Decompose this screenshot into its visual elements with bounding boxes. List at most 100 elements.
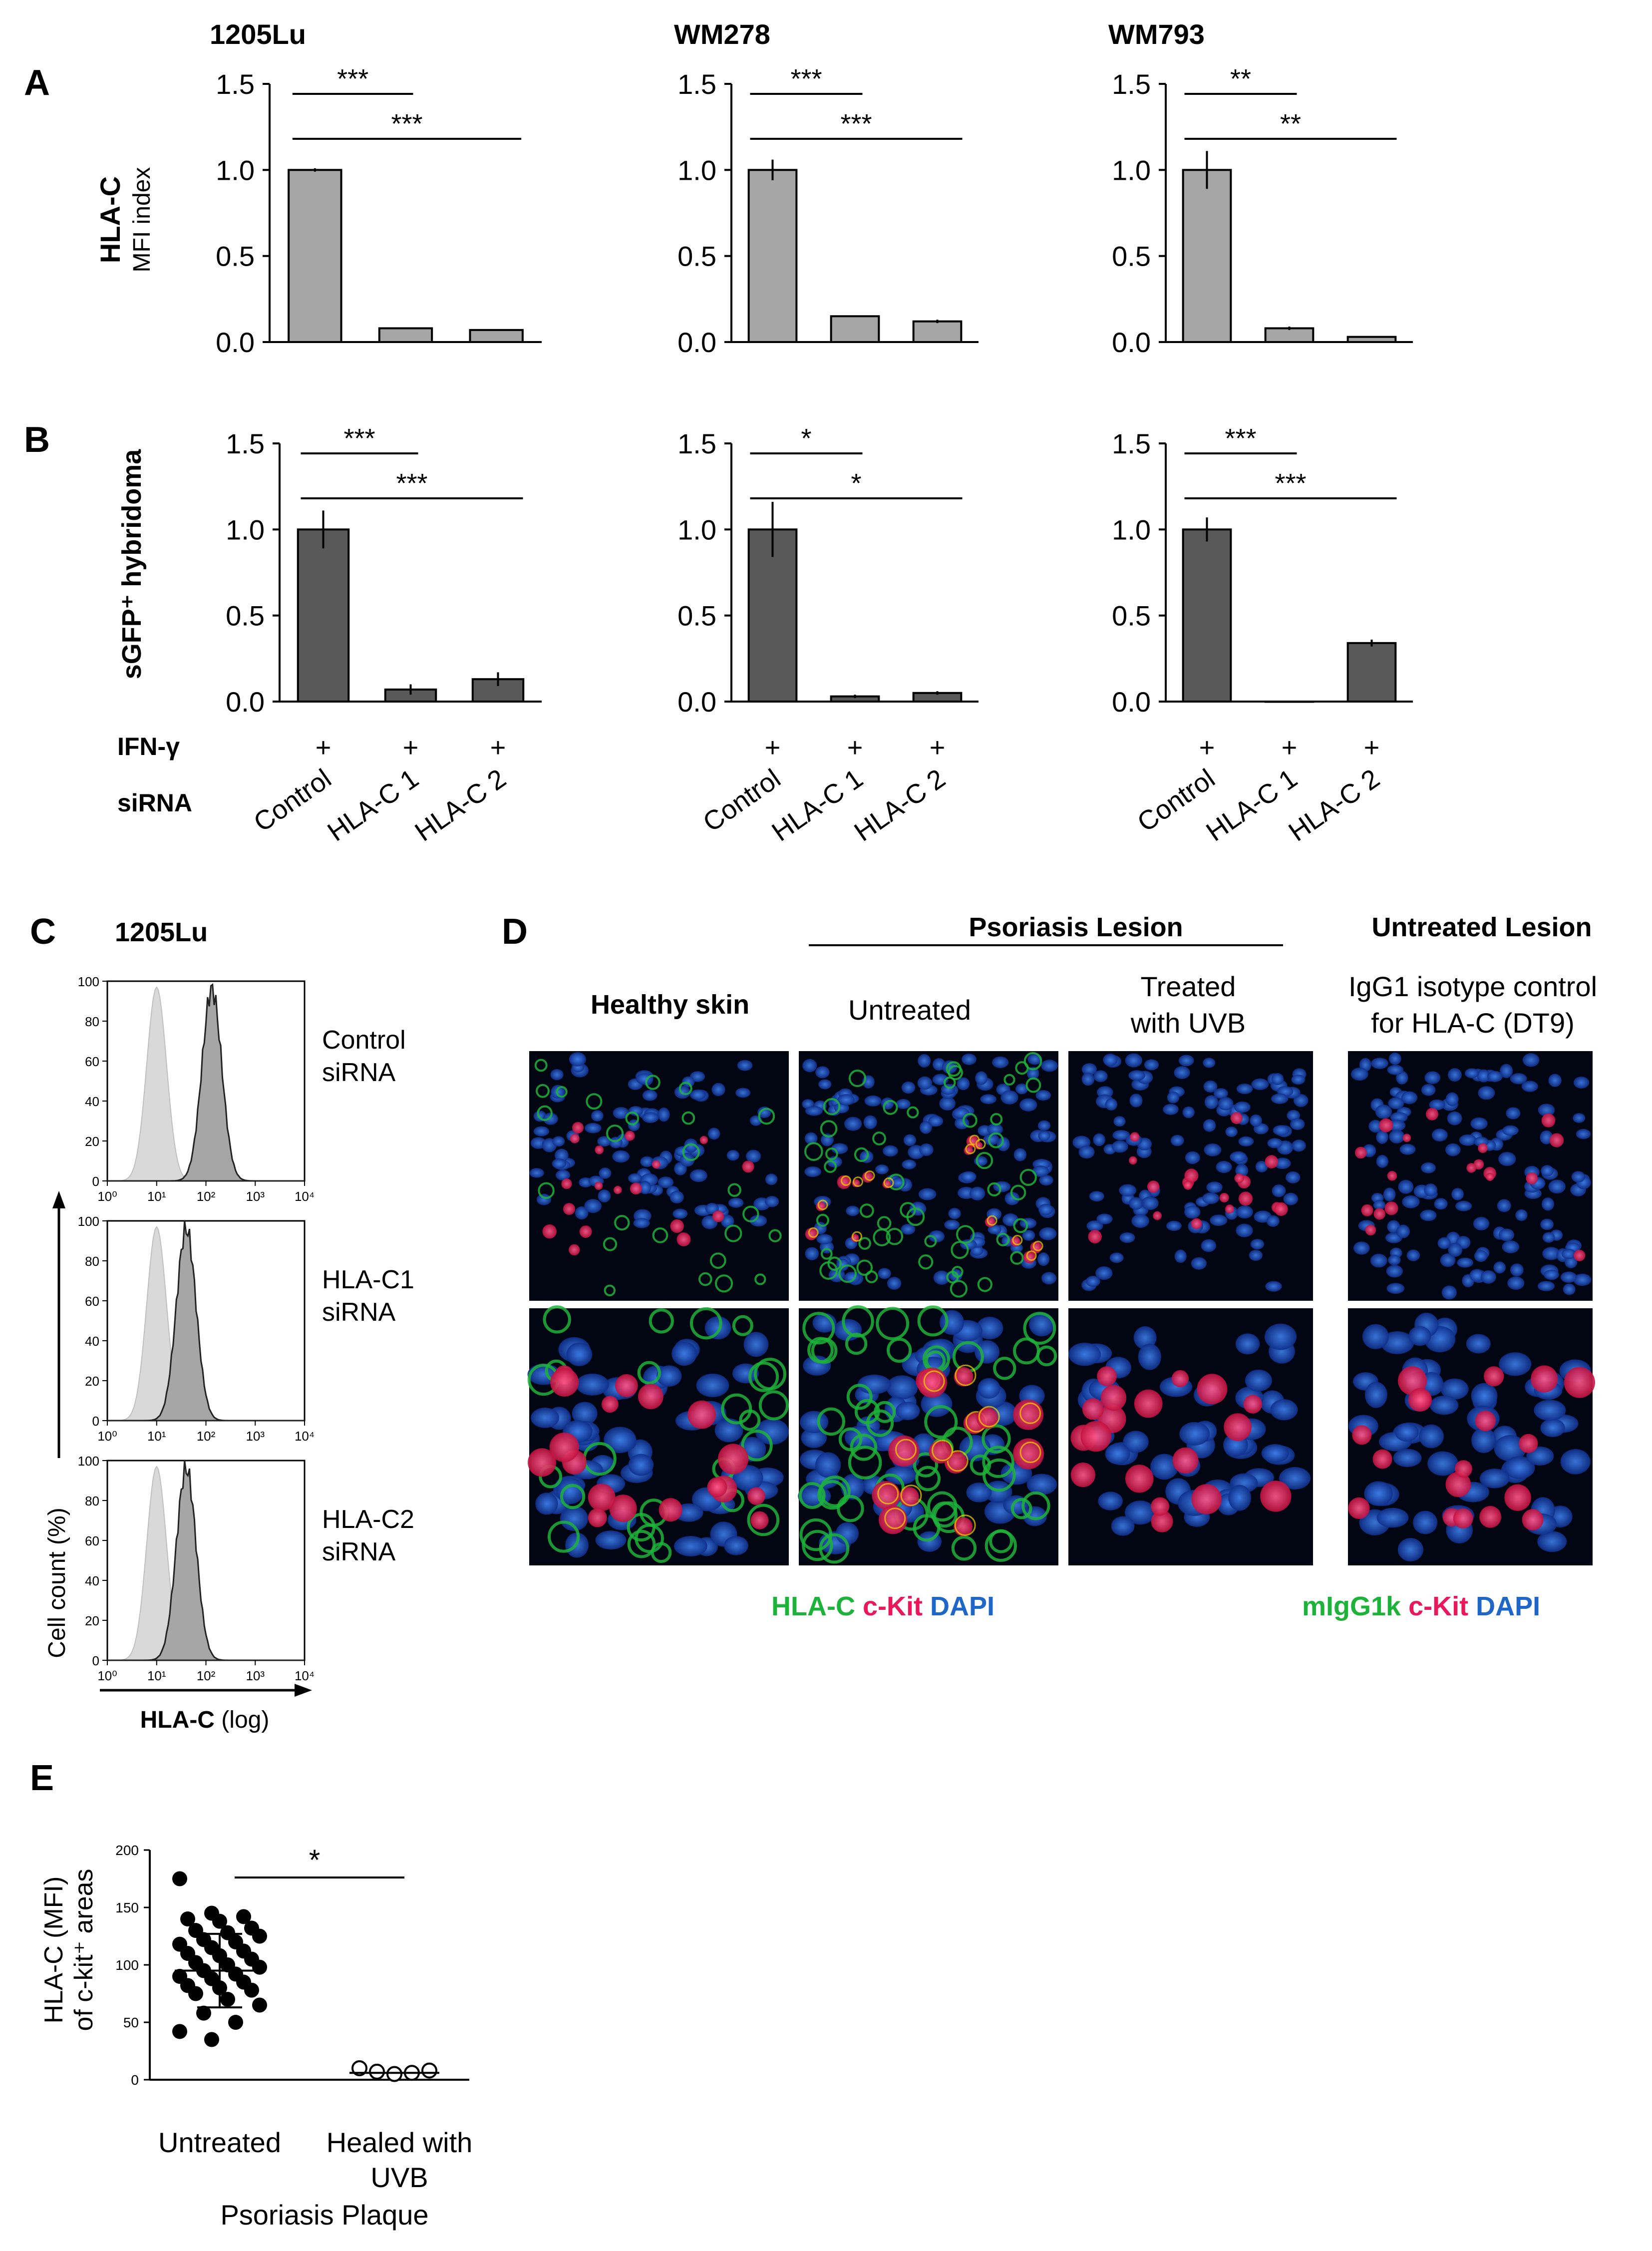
ckit-cell [1130, 1132, 1140, 1142]
ckit-cell [1125, 1465, 1154, 1493]
hla-c-signal [827, 1256, 842, 1271]
panel-c-xlabel: HLA-C (log) [140, 1707, 270, 1733]
dapi-nucleus [1424, 1071, 1441, 1085]
hist-x-tick-label: 10¹ [147, 1668, 166, 1683]
dapi-nucleus [1479, 1469, 1510, 1489]
y-tick-label: 1.5 [226, 428, 265, 459]
ckit-cell [1243, 1395, 1263, 1414]
ckit-cell [670, 1219, 684, 1233]
ckit-cell [594, 1181, 603, 1190]
dapi-nucleus [1396, 1224, 1410, 1238]
e-y-tick-label: 50 [123, 2015, 139, 2030]
hla-c-signal [689, 1307, 722, 1340]
col-untreated: Untreated [848, 994, 971, 1026]
ckit-cell [1361, 1204, 1373, 1216]
hist-x-tick-label: 10² [197, 1429, 216, 1444]
y-tick-label: 1.5 [677, 428, 716, 459]
legend-stain-1: HLA-C c-Kit DAPI [771, 1591, 994, 1621]
ckit-cell [1519, 1434, 1538, 1453]
significance-stars: ** [1280, 109, 1301, 139]
dapi-nucleus [1037, 1252, 1050, 1266]
dapi-nucleus [1541, 1165, 1554, 1176]
dapi-nucleus [1204, 1143, 1222, 1156]
hla-c-signal [983, 1458, 1016, 1492]
dapi-nucleus [1035, 1090, 1051, 1101]
dapi-nucleus [1521, 1081, 1538, 1092]
y-tick-label: 0.0 [677, 686, 716, 718]
plus-sign: + [1364, 733, 1380, 762]
dapi-nucleus [1166, 1220, 1182, 1231]
panel-e-ylabel-1: HLA-C (MFI) [39, 1876, 68, 2024]
dapi-nucleus [628, 1173, 642, 1183]
dapi-nucleus [1388, 1254, 1401, 1266]
y-tick-label: 0.5 [1112, 600, 1151, 632]
dapi-nucleus [672, 1208, 688, 1219]
y-tick-label: 0.0 [216, 327, 255, 358]
hla-c-signal [817, 1480, 847, 1510]
panel-a-ylabel: MFI index [129, 167, 155, 273]
dapi-nucleus [1470, 1117, 1488, 1130]
dapi-nucleus [1235, 1333, 1260, 1355]
hist-y-tick-label: 60 [85, 1054, 99, 1069]
untreated-point [204, 2032, 219, 2047]
hla-c-signal [927, 1491, 958, 1522]
ckit-cell [1274, 1202, 1288, 1216]
hla-c-signal [652, 1227, 668, 1243]
dapi-nucleus [765, 1196, 779, 1207]
dapi-nucleus [804, 1166, 822, 1177]
dapi-nucleus [1393, 1449, 1422, 1468]
legend-dapi-2: DAPI [1468, 1591, 1540, 1621]
dapi-nucleus [1249, 1250, 1263, 1261]
dapi-nucleus [966, 1483, 992, 1502]
dapi-nucleus [1238, 1136, 1254, 1146]
hla-c-signal [858, 1237, 871, 1250]
dapi-nucleus [552, 1136, 565, 1147]
dapi-nucleus [1113, 1116, 1126, 1127]
dapi-nucleus [1440, 1378, 1469, 1400]
ckit-cell [1402, 1133, 1411, 1142]
dapi-nucleus [1039, 1227, 1057, 1240]
dapi-nucleus [918, 1054, 931, 1068]
hla-c-signal [1010, 1251, 1024, 1265]
dapi-nucleus [864, 1095, 882, 1107]
hla-c-signal [946, 1271, 959, 1284]
ckit-cell [1147, 1180, 1160, 1193]
dapi-nucleus [818, 1079, 832, 1090]
dapi-nucleus [1541, 1197, 1555, 1211]
dapi-nucleus [835, 1522, 859, 1545]
y-tick-label: 1.0 [226, 514, 265, 545]
dapi-nucleus [551, 1085, 565, 1099]
dapi-nucleus [815, 1066, 830, 1079]
bar [912, 320, 963, 344]
hla-c-signal [918, 1254, 934, 1270]
dapi-nucleus [1179, 1422, 1210, 1446]
dapi-nucleus [1191, 1257, 1207, 1270]
dapi-nucleus [1473, 1217, 1490, 1231]
hla-c-signal [820, 1120, 838, 1137]
dapi-nucleus [1441, 1285, 1457, 1300]
dapi-nucleus [1204, 1095, 1219, 1110]
ckit-cell [1197, 1374, 1228, 1405]
significance-stars: *** [391, 109, 422, 139]
ckit-cell [601, 1396, 619, 1413]
hla-c-arrow-head [295, 1684, 312, 1697]
untreated-point [220, 1992, 235, 2007]
dapi-nucleus [728, 1197, 744, 1208]
plus-sign: + [1199, 733, 1215, 762]
ckit-cell [1531, 1365, 1558, 1393]
ckit-cell [1260, 1481, 1292, 1512]
dapi-nucleus [1447, 1111, 1462, 1126]
dapi-nucleus [671, 1342, 697, 1366]
dapi-nucleus [1424, 1183, 1437, 1197]
histogram-frame [106, 1220, 306, 1422]
hla-c-signal [913, 1452, 939, 1478]
hla-c-signal [820, 1248, 833, 1260]
ckit-cell [985, 1216, 995, 1227]
colocalization-signal [975, 1138, 986, 1149]
dapi-nucleus [895, 1402, 920, 1421]
dapi-nucleus [1455, 1200, 1472, 1211]
dapi-nucleus [1013, 1148, 1027, 1161]
significance-stars: * [801, 423, 811, 453]
plus-sign: + [847, 733, 863, 762]
col-isotype-line2: for HLA-C (DT9) [1371, 1007, 1575, 1039]
